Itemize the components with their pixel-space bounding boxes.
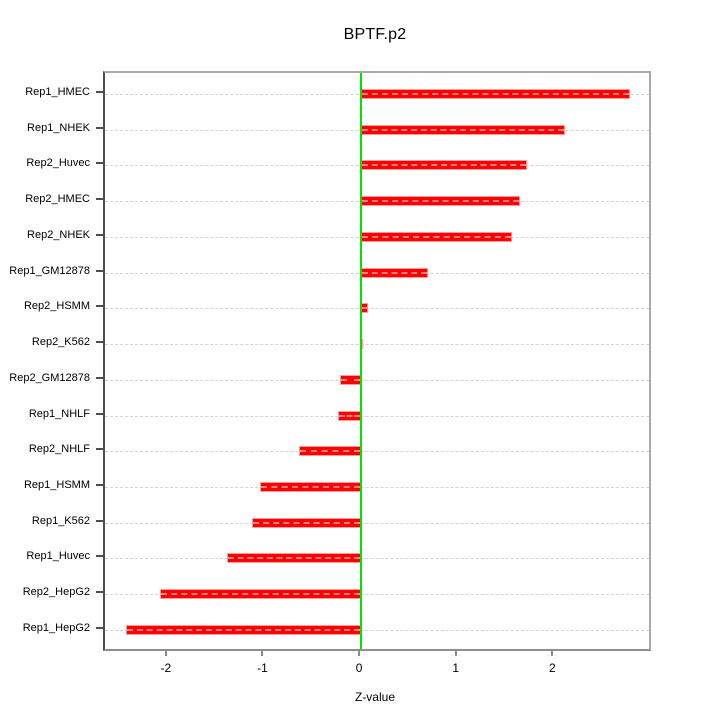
bar-Rep1_HepG2 <box>126 624 362 635</box>
y-tick <box>96 484 103 487</box>
y-tick-label-Rep2_GM12878: Rep2_GM12878 <box>9 371 90 384</box>
bar-grid-overlay <box>362 235 511 238</box>
bar-Rep1_HSMM <box>259 482 362 493</box>
bar-grid-overlay <box>252 521 361 524</box>
bar-grid-overlay <box>362 200 520 203</box>
bar-Rep2_NHEK <box>361 231 512 242</box>
gridline <box>105 629 649 631</box>
x-tick-label--2: -2 <box>160 661 172 675</box>
bar-grid-overlay <box>338 414 361 417</box>
y-tick-label-Rep1_NHEK: Rep1_NHEK <box>27 121 90 134</box>
bar-Rep2_HepG2 <box>160 589 362 600</box>
y-tick <box>96 305 103 308</box>
x-tick <box>454 649 457 656</box>
bar-grid-overlay <box>362 164 527 167</box>
y-tick-label-Rep2_HSMM: Rep2_HSMM <box>23 300 90 313</box>
gridline <box>105 522 649 524</box>
y-tick <box>96 555 103 558</box>
bar-Rep1_HMEC <box>361 89 630 99</box>
bar-grid-overlay <box>300 450 361 453</box>
bar-grid-overlay <box>161 593 361 596</box>
bar-Rep2_GM12878 <box>339 374 362 385</box>
bar-grid-overlay <box>227 557 361 560</box>
y-tick-label-Rep1_GM12878: Rep1_GM12878 <box>9 264 90 277</box>
gridline <box>105 344 649 346</box>
y-tick <box>96 91 103 93</box>
bar-grid-overlay <box>362 128 564 131</box>
gridline <box>105 451 649 453</box>
y-tick <box>96 412 103 415</box>
gridline <box>105 308 649 310</box>
bar-Rep1_NHEK <box>361 124 565 135</box>
gridline <box>105 379 649 381</box>
x-axis-label: Z-value <box>354 690 395 704</box>
y-tick-label-Rep1_HMEC: Rep1_HMEC <box>25 86 90 98</box>
x-tick-label-2: 2 <box>548 661 556 675</box>
bar-Rep2_NHLF <box>299 446 362 457</box>
bar-grid-overlay <box>127 628 361 631</box>
x-tick <box>551 649 554 656</box>
plot-area <box>103 71 651 651</box>
x-tick-label-1: 1 <box>452 661 460 675</box>
bar-grid-overlay <box>362 307 367 310</box>
y-tick-label-Rep1_Huvec: Rep1_Huvec <box>26 550 90 563</box>
gridline <box>105 487 649 489</box>
y-tick-label-Rep1_NHLF: Rep1_NHLF <box>28 407 90 420</box>
y-tick <box>96 198 103 201</box>
y-tick-label-Rep2_HepG2: Rep2_HepG2 <box>22 586 90 599</box>
bar-Rep1_Huvec <box>226 553 362 564</box>
bar-grid-overlay <box>260 486 361 489</box>
zero-reference-line <box>360 73 363 649</box>
y-tick <box>96 126 103 129</box>
bar-grid-overlay <box>362 93 629 95</box>
y-tick-label-Rep2_Huvec: Rep2_Huvec <box>26 157 90 170</box>
bar-Rep2_HMEC <box>361 196 521 207</box>
y-tick-label-Rep2_HMEC: Rep2_HMEC <box>25 193 90 206</box>
y-tick <box>96 519 103 522</box>
y-tick <box>96 448 103 451</box>
y-tick-label-Rep1_K562: Rep1_K562 <box>31 514 90 527</box>
y-tick <box>96 341 103 344</box>
x-tick <box>358 649 361 656</box>
y-tick <box>96 626 103 629</box>
y-tick-label-Rep1_HSMM: Rep1_HSMM <box>23 479 90 492</box>
y-tick-label-Rep2_NHLF: Rep2_NHLF <box>28 443 90 456</box>
y-tick <box>96 162 103 165</box>
y-tick <box>96 269 103 272</box>
chart-title: BPTF.p2 <box>343 26 407 43</box>
bar-Rep2_Huvec <box>361 160 528 171</box>
y-tick <box>96 591 103 594</box>
bar-Rep1_GM12878 <box>361 267 428 278</box>
gridline <box>105 558 649 560</box>
bar-Rep1_NHLF <box>337 410 362 421</box>
x-tick <box>261 649 264 656</box>
bar-Rep1_K562 <box>251 517 362 528</box>
x-tick-label--1: -1 <box>257 661 268 675</box>
y-tick-label-Rep2_K562: Rep2_K562 <box>31 336 90 349</box>
gridline <box>105 594 649 596</box>
gridline <box>105 415 649 417</box>
x-tick-label-0: 0 <box>355 661 363 675</box>
x-tick <box>164 649 167 656</box>
y-tick-label-Rep1_HepG2: Rep1_HepG2 <box>22 621 90 634</box>
bar-Rep2_HSMM <box>361 303 368 314</box>
y-tick-label-Rep2_NHEK: Rep2_NHEK <box>27 228 90 241</box>
bar-grid-overlay <box>340 378 361 381</box>
y-tick <box>96 376 103 379</box>
bar-grid-overlay <box>362 271 427 274</box>
y-tick <box>96 233 103 236</box>
